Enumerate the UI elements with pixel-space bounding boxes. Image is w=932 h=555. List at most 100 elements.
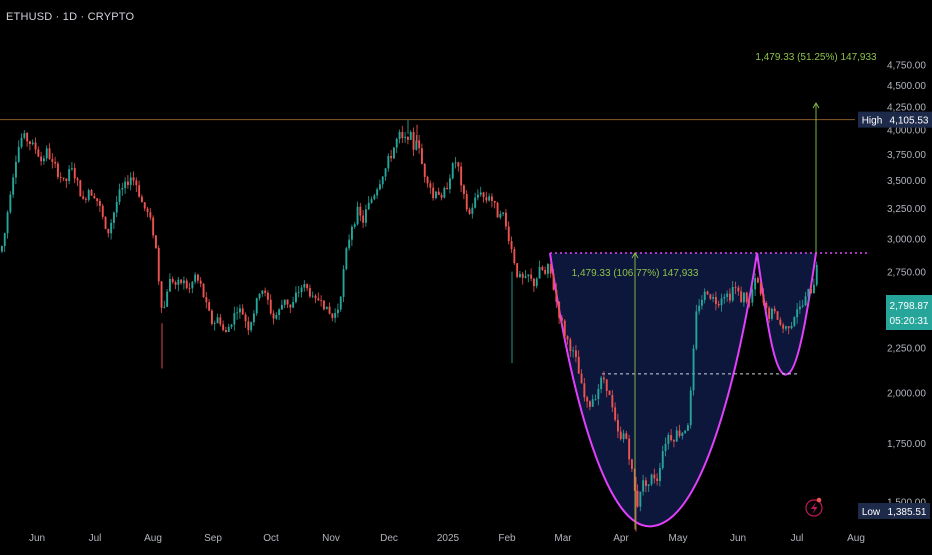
candle-body (311, 295, 314, 297)
candle-body (524, 276, 527, 278)
candle-body (384, 168, 387, 177)
candle-body (717, 303, 720, 306)
x-tick-label: Aug (847, 533, 865, 544)
candle-body (57, 163, 59, 177)
candle-body (622, 433, 625, 440)
candle-body (253, 313, 255, 323)
candle-body (362, 215, 365, 223)
candle-body (241, 308, 244, 315)
candle-body (625, 433, 628, 439)
candle-body (303, 284, 306, 288)
candle-body (141, 196, 143, 203)
candle-body (244, 314, 247, 322)
candle-body (96, 198, 99, 202)
candle-body (115, 201, 118, 213)
candle-body (367, 202, 370, 210)
y-tick-label: 4,250.00 (887, 103, 926, 114)
candle-body (40, 156, 43, 162)
candle-body (82, 196, 85, 199)
candle-body (166, 291, 169, 307)
candle-body (572, 350, 575, 352)
candle-body (247, 321, 250, 331)
candle-body (460, 166, 463, 186)
candle-body (101, 205, 104, 217)
candle-body (325, 306, 328, 310)
candle-body (544, 269, 547, 274)
candle-body (799, 306, 801, 310)
x-tick-label: Aug (144, 533, 162, 544)
candle-body (339, 296, 342, 310)
x-tick-label: Sep (204, 533, 222, 544)
candle-body (152, 217, 155, 236)
candle-body (661, 451, 664, 469)
low-tag-label: Low (862, 507, 881, 518)
candle-body (642, 480, 645, 492)
candle-body (43, 158, 45, 162)
candle-body (370, 199, 373, 203)
price-axis[interactable]: 1,500.001,750.002,000.002,250.002,500.00… (858, 60, 932, 519)
candle-body (505, 212, 507, 227)
candle-body (715, 297, 717, 304)
candle-body (51, 158, 54, 162)
candle-body (365, 209, 367, 223)
candle-body (76, 178, 79, 181)
candle-body (20, 137, 23, 147)
lightning-bolt (811, 502, 818, 514)
candle-body (331, 313, 334, 318)
candle-body (533, 278, 535, 287)
candle-body (379, 184, 381, 190)
candle-body (426, 176, 429, 184)
candle-body (309, 288, 311, 297)
candle-body (267, 292, 269, 300)
candle-body (418, 140, 421, 149)
candle-body (793, 317, 796, 326)
current-price-tag (886, 295, 932, 330)
x-tick-label: Oct (263, 533, 279, 544)
candle-body (513, 249, 516, 264)
candle-body (3, 233, 6, 247)
candle-body (446, 187, 449, 190)
target-arrowhead (812, 102, 820, 109)
y-tick-label: 2,000.00 (887, 388, 926, 399)
candle-body (563, 320, 566, 337)
candle-body (289, 304, 292, 308)
candle-body (227, 326, 230, 332)
candle-body (415, 140, 418, 150)
time-axis[interactable]: Jun Jul Aug Sep Oct Nov Dec 2025 Feb Mar Apr May Jun… (29, 533, 865, 544)
handle-curve (756, 252, 817, 376)
y-tick-label: 1,500.00 (887, 497, 926, 508)
candle-body (320, 300, 323, 302)
candle-body (580, 373, 583, 384)
candle-body (292, 301, 295, 308)
candle-body (566, 336, 569, 340)
y-tick-label: 3,750.00 (887, 150, 926, 161)
candle-body (381, 176, 384, 185)
candle-body (110, 222, 113, 234)
low-value: 1,385.51 (888, 507, 927, 518)
candle-body (639, 491, 642, 507)
candle-body (701, 299, 703, 306)
candle-body (23, 133, 26, 138)
symbol-title[interactable]: ETHUSD · 1D · CRYPTO (6, 11, 135, 23)
candle-body (269, 299, 272, 314)
candle-body (129, 177, 132, 185)
candle-body (631, 459, 633, 469)
candle-body (474, 197, 477, 208)
candle-body (390, 155, 393, 159)
candle-body (757, 278, 759, 283)
candle-body (541, 267, 544, 270)
candle-body (155, 235, 157, 248)
candle-body (549, 263, 552, 274)
countdown: 05:20:31 (890, 316, 929, 327)
candle-body (99, 201, 101, 206)
cup-and-handle-pattern[interactable] (549, 252, 870, 528)
candle-body (306, 284, 309, 289)
candle-body (211, 310, 213, 324)
candle-body (712, 297, 715, 299)
x-tick-label: Mar (554, 533, 572, 544)
y-tick-label: 1,750.00 (887, 439, 926, 450)
candle-body (37, 149, 40, 157)
candle-body (684, 430, 687, 433)
